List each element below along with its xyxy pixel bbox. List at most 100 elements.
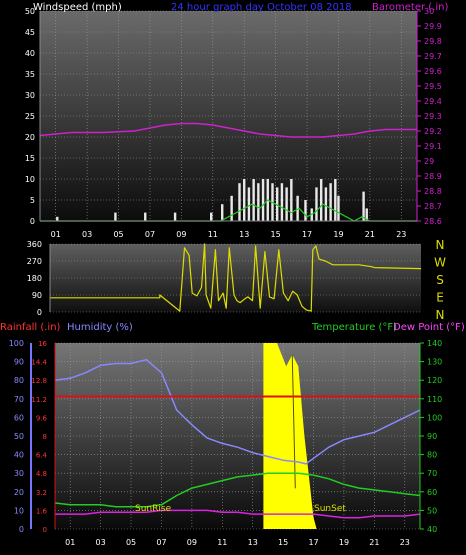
wind-direction-line bbox=[50, 243, 422, 312]
windspeed-bar bbox=[304, 200, 307, 221]
humidity-tick-label: 100 bbox=[9, 339, 24, 348]
barometer-tick-label: 28.8 bbox=[424, 187, 442, 196]
humidity-tick-label: 10 bbox=[14, 506, 24, 515]
humidity-axis-label: Humidity (%) bbox=[67, 322, 133, 333]
rain-tick-label: 8 bbox=[43, 433, 47, 441]
temp-x-tick-label: 09 bbox=[187, 538, 197, 547]
windspeed-axis-label: Windspeed (mph) bbox=[33, 2, 122, 13]
dewpoint-axis-label: Dew Point (°F) bbox=[393, 322, 465, 333]
barometer-tick-label: 29 bbox=[424, 157, 434, 166]
temp-x-tick-label: 11 bbox=[217, 538, 227, 547]
rainfall-axis-label: Rainfall (.in) bbox=[0, 322, 61, 333]
windspeed-tick-label: 45 bbox=[25, 28, 35, 37]
windspeed-bar bbox=[334, 179, 337, 221]
temp-x-tick-label: 01 bbox=[65, 538, 75, 547]
temp-x-tick-label: 19 bbox=[339, 538, 349, 547]
windspeed-bar bbox=[221, 204, 224, 221]
rain-tick-label: 4.8 bbox=[36, 470, 47, 478]
windspeed-tick-label: 5 bbox=[30, 196, 35, 205]
direction-tick-label: 270 bbox=[27, 257, 42, 266]
direction-tick-label: 360 bbox=[27, 240, 42, 249]
windspeed-bar bbox=[315, 187, 318, 221]
windspeed-bar bbox=[290, 179, 293, 221]
windspeed-bar bbox=[238, 183, 241, 221]
temperature-axis-label: Temperature (°F) bbox=[311, 322, 397, 333]
compass-label: W bbox=[434, 256, 446, 270]
temp-tick-label: 110 bbox=[427, 395, 442, 404]
windspeed-bar bbox=[230, 195, 233, 221]
sunrise-label: SunRise bbox=[135, 504, 172, 514]
temp-panel: 010203040506070809010001.63.24.86.489.61… bbox=[0, 322, 465, 547]
temp-tick-label: 70 bbox=[427, 469, 437, 478]
wind-x-tick-label: 23 bbox=[396, 230, 406, 239]
humidity-tick-label: 20 bbox=[14, 488, 24, 497]
windspeed-tick-label: 50 bbox=[25, 7, 35, 16]
windspeed-tick-label: 25 bbox=[25, 112, 35, 121]
wind-x-tick-label: 15 bbox=[271, 230, 281, 239]
rain-tick-label: 9.6 bbox=[36, 414, 48, 422]
dewpoint-line bbox=[55, 509, 421, 519]
windspeed-bar bbox=[285, 187, 288, 221]
wind-plot-background bbox=[40, 11, 417, 221]
windspeed-bar bbox=[257, 183, 260, 221]
windspeed-tick-label: 40 bbox=[25, 49, 35, 58]
barometer-tick-label: 29.2 bbox=[424, 127, 442, 136]
windspeed-bar bbox=[280, 183, 284, 221]
barometer-tick-label: 28.7 bbox=[424, 202, 442, 211]
windspeed-tick-label: 35 bbox=[25, 70, 35, 79]
windspeed-bar bbox=[275, 187, 279, 221]
rain-tick-label: 3.2 bbox=[36, 489, 47, 497]
humidity-tick-label: 40 bbox=[14, 451, 24, 460]
temp-tick-label: 140 bbox=[427, 339, 442, 348]
windspeed-bar bbox=[144, 212, 147, 221]
barometer-tick-label: 28.6 bbox=[424, 217, 442, 226]
temp-x-tick-label: 13 bbox=[248, 538, 258, 547]
windspeed-tick-label: 20 bbox=[25, 133, 35, 142]
barometer-tick-label: 29.1 bbox=[424, 142, 442, 151]
wind-panel: 0510152025303540455028.628.728.828.92929… bbox=[25, 2, 449, 239]
humidity-tick-label: 30 bbox=[14, 469, 24, 478]
windspeed-bar bbox=[362, 191, 365, 221]
temp-x-tick-label: 23 bbox=[400, 538, 410, 547]
barometer-tick-label: 29.7 bbox=[424, 52, 442, 61]
humidity-line bbox=[54, 358, 421, 465]
rain-tick-label: 11.2 bbox=[31, 396, 47, 404]
windspeed-bar bbox=[114, 212, 117, 221]
windspeed-bar bbox=[365, 208, 368, 221]
rain-tick-label: 12.8 bbox=[31, 377, 47, 385]
windspeed-bar bbox=[324, 187, 328, 221]
wind-x-tick-label: 13 bbox=[239, 230, 249, 239]
temp-tick-label: 130 bbox=[427, 358, 442, 367]
rain-tick-label: 0 bbox=[43, 526, 47, 534]
windspeed-bar bbox=[337, 195, 340, 221]
temp-x-tick-label: 07 bbox=[156, 538, 166, 547]
temp-tick-label: 40 bbox=[427, 525, 437, 534]
windspeed-tick-label: 0 bbox=[30, 217, 35, 226]
temp-tick-label: 50 bbox=[427, 506, 437, 515]
wind-chart-title: 24 hour graph day October 08 2018 bbox=[171, 2, 352, 13]
barometer-tick-label: 30 bbox=[424, 7, 434, 16]
compass-label: N bbox=[436, 238, 445, 252]
windspeed-tick-label: 10 bbox=[25, 175, 35, 184]
temp-tick-label: 80 bbox=[427, 451, 437, 460]
wind-x-tick-label: 19 bbox=[333, 230, 343, 239]
wind-x-tick-label: 21 bbox=[365, 230, 375, 239]
windspeed-bar bbox=[210, 212, 213, 221]
windspeed-bar bbox=[319, 179, 323, 221]
windspeed-tick-label: 30 bbox=[25, 91, 35, 100]
direction-tick-label: 180 bbox=[27, 274, 42, 283]
compass-label: E bbox=[436, 291, 444, 305]
compass-label: N bbox=[436, 308, 445, 322]
rain-tick-label: 14.4 bbox=[31, 359, 47, 367]
rain-tick-label: 16 bbox=[38, 340, 47, 348]
rainfall-rate-spike bbox=[291, 354, 296, 489]
wind-x-tick-label: 11 bbox=[208, 230, 218, 239]
barometer-tick-label: 29.4 bbox=[424, 97, 442, 106]
humidity-tick-label: 60 bbox=[14, 413, 24, 422]
barometer-tick-label: 29.6 bbox=[424, 67, 442, 76]
wind-x-tick-label: 05 bbox=[113, 230, 123, 239]
windspeed-bar bbox=[243, 179, 246, 221]
windspeed-tick-label: 15 bbox=[25, 154, 35, 163]
